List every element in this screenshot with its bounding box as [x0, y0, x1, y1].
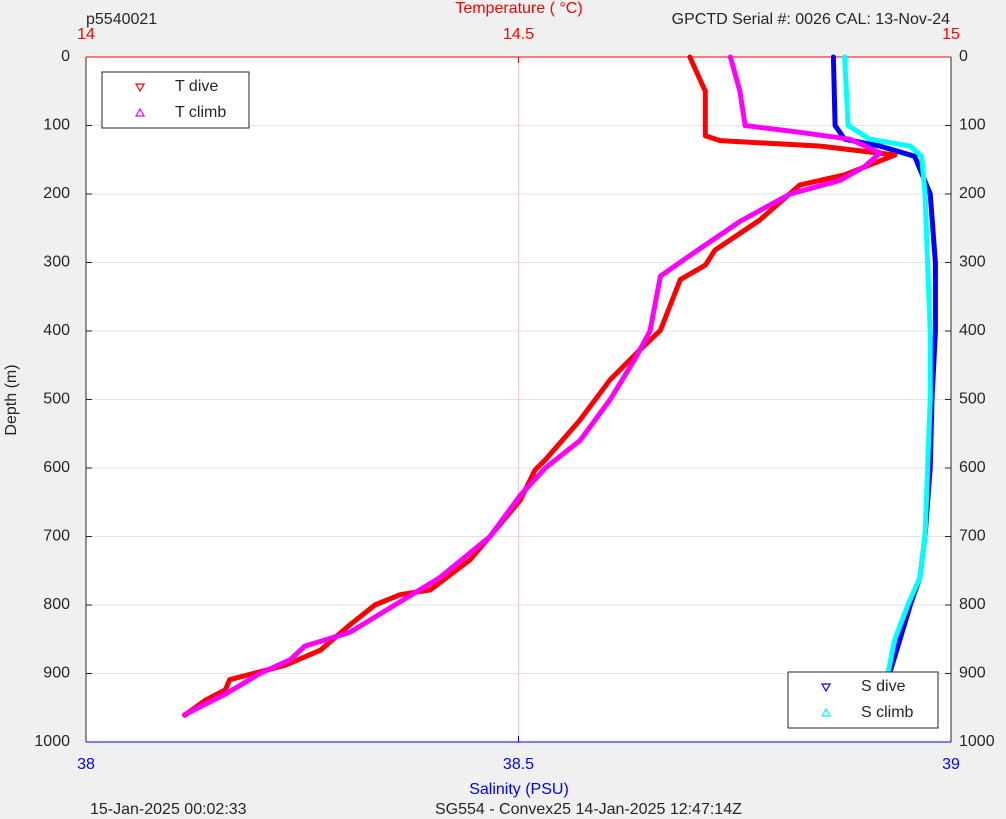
legend-marker — [820, 707, 832, 717]
legend-label: T dive — [175, 78, 218, 95]
y2-tick-label: 600 — [959, 459, 986, 476]
legend-label: T climb — [175, 104, 226, 121]
y2-tick-label: 200 — [959, 185, 986, 202]
legend-marker — [820, 683, 832, 693]
y2-tick-label: 400 — [959, 322, 986, 339]
y-tick-label: 700 — [43, 528, 70, 545]
legend-marker — [134, 83, 146, 93]
x-tick-label: 15 — [942, 26, 960, 43]
x-tick-label: 14.5 — [503, 26, 534, 43]
y-tick-label: 100 — [43, 117, 70, 134]
y2-tick-label: 800 — [959, 596, 986, 613]
footer-left: 15-Jan-2025 00:02:33 — [90, 801, 247, 818]
y2-tick-label: 300 — [959, 254, 986, 271]
y2-tick-label: 0 — [959, 48, 968, 65]
y-tick-label: 600 — [43, 459, 70, 476]
x-tick-label: 14 — [77, 26, 95, 43]
x2-tick-label: 38 — [77, 756, 95, 773]
y-tick-label: 200 — [43, 185, 70, 202]
legend-marker — [134, 107, 146, 117]
y-axis-title: Depth (m) — [3, 364, 20, 435]
x-axis-title: Temperature ( °C) — [455, 0, 582, 17]
y2-tick-label: 100 — [959, 117, 986, 134]
x2-tick-label: 38.5 — [503, 756, 534, 773]
y-tick-label: 500 — [43, 391, 70, 408]
file-label: p5540021 — [86, 11, 157, 28]
footer-center: SG554 - Convex25 14-Jan-2025 12:47:14Z — [435, 801, 742, 818]
x2-axis-title: Salinity (PSU) — [469, 781, 569, 798]
legend-box — [787, 671, 939, 729]
y-tick-label: 400 — [43, 322, 70, 339]
y2-tick-label: 700 — [959, 528, 986, 545]
y2-tick-label: 500 — [959, 391, 986, 408]
x2-tick-label: 39 — [942, 756, 960, 773]
y2-tick-label: 900 — [959, 665, 986, 682]
profile — [182, 54, 883, 718]
serial-label: GPCTD Serial #: 0026 CAL: 13-Nov-24 — [672, 11, 950, 28]
y-tick-label: 800 — [43, 596, 70, 613]
profile — [842, 54, 933, 718]
profile — [182, 54, 898, 718]
y-tick-label: 1000 — [34, 733, 70, 750]
legend-label: S climb — [861, 704, 914, 721]
y2-tick-label: 1000 — [959, 733, 995, 750]
legend-label: S dive — [861, 678, 906, 695]
y-tick-label: 300 — [43, 254, 70, 271]
y-tick-label: 900 — [43, 665, 70, 682]
y-tick-label: 0 — [61, 48, 70, 65]
legend-box — [101, 71, 250, 129]
